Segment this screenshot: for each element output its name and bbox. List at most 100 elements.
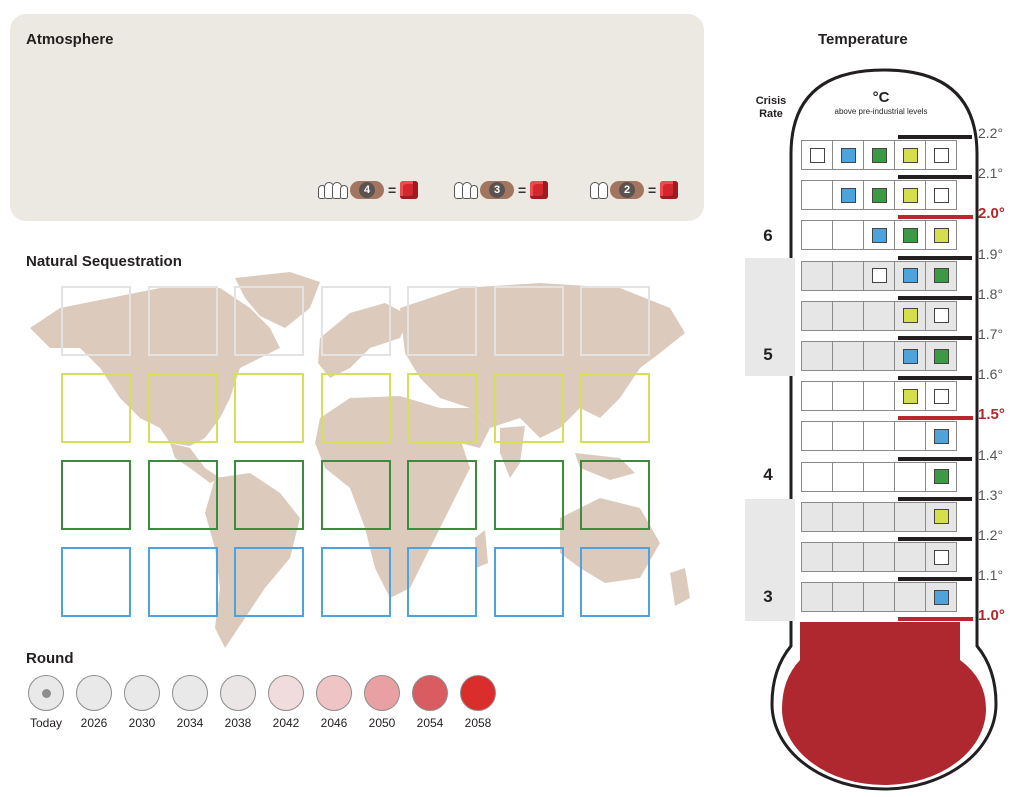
temperature-slot[interactable] xyxy=(894,300,926,331)
temperature-slot[interactable] xyxy=(925,260,957,291)
temperature-slot[interactable] xyxy=(894,260,926,291)
temperature-slot[interactable] xyxy=(925,582,957,613)
temperature-slot[interactable] xyxy=(801,180,833,211)
temperature-slot[interactable] xyxy=(832,501,864,532)
temperature-slot[interactable] xyxy=(832,341,864,371)
temperature-slot[interactable] xyxy=(832,220,864,251)
temperature-slot[interactable] xyxy=(863,260,895,291)
round-space[interactable]: 2054 xyxy=(408,675,452,730)
temperature-slot[interactable] xyxy=(894,180,926,211)
sequestration-slot-white[interactable] xyxy=(320,286,391,356)
round-space[interactable]: 2058 xyxy=(456,675,500,730)
temperature-slot[interactable] xyxy=(863,180,895,211)
cube-icon xyxy=(933,348,949,364)
temperature-row xyxy=(801,461,961,492)
temperature-slot[interactable] xyxy=(832,421,864,452)
sequestration-slot-yellow[interactable] xyxy=(147,373,218,443)
sequestration-slot-white[interactable] xyxy=(61,286,131,356)
round-space[interactable]: 2050 xyxy=(360,675,404,730)
round-space[interactable]: 2030 xyxy=(120,675,164,730)
sequestration-slot-yellow[interactable] xyxy=(580,373,650,443)
temperature-slot[interactable] xyxy=(863,501,895,532)
temperature-slot[interactable] xyxy=(863,421,895,452)
sequestration-slot-blue[interactable] xyxy=(234,547,304,617)
temperature-slot[interactable] xyxy=(894,501,926,532)
temperature-slot[interactable] xyxy=(801,501,833,532)
sequestration-slot-blue[interactable] xyxy=(580,547,650,617)
sequestration-slot-yellow[interactable] xyxy=(493,373,564,443)
temperature-slot[interactable] xyxy=(801,140,833,170)
temperature-slot[interactable] xyxy=(925,300,957,331)
temperature-slot[interactable] xyxy=(801,260,833,291)
temperature-slot[interactable] xyxy=(894,461,926,492)
temperature-slot[interactable] xyxy=(832,140,864,170)
temperature-slot[interactable] xyxy=(925,421,957,452)
sequestration-slot-green[interactable] xyxy=(234,460,304,530)
sequestration-slot-blue[interactable] xyxy=(147,547,218,617)
temperature-slot[interactable] xyxy=(894,220,926,251)
temperature-slot[interactable] xyxy=(925,140,957,170)
sequestration-slot-green[interactable] xyxy=(580,460,650,530)
sequestration-slot-green[interactable] xyxy=(61,460,131,530)
round-space[interactable]: 2042 xyxy=(264,675,308,730)
temperature-slot[interactable] xyxy=(863,140,895,170)
sequestration-slot-white[interactable] xyxy=(234,286,304,356)
temperature-slot[interactable] xyxy=(801,220,833,251)
temperature-slot[interactable] xyxy=(894,582,926,613)
sequestration-slot-green[interactable] xyxy=(320,460,391,530)
temperature-slot[interactable] xyxy=(832,542,864,572)
temperature-slot[interactable] xyxy=(832,300,864,331)
temperature-slot[interactable] xyxy=(863,341,895,371)
sequestration-slot-yellow[interactable] xyxy=(320,373,391,443)
sequestration-slot-white[interactable] xyxy=(580,286,650,356)
temperature-slot[interactable] xyxy=(925,341,957,371)
temperature-slot[interactable] xyxy=(925,381,957,412)
temperature-slot[interactable] xyxy=(801,461,833,492)
temperature-slot[interactable] xyxy=(925,220,957,251)
temperature-slot[interactable] xyxy=(801,542,833,572)
sequestration-slot-green[interactable] xyxy=(147,460,218,530)
temperature-slot[interactable] xyxy=(894,421,926,452)
temperature-slot[interactable] xyxy=(863,381,895,412)
sequestration-slot-yellow[interactable] xyxy=(234,373,304,443)
sequestration-slot-white[interactable] xyxy=(407,286,477,356)
temperature-slot[interactable] xyxy=(832,260,864,291)
sequestration-slot-blue[interactable] xyxy=(320,547,391,617)
temperature-slot[interactable] xyxy=(801,341,833,371)
temperature-slot[interactable] xyxy=(863,461,895,492)
temperature-slot[interactable] xyxy=(801,300,833,331)
temperature-slot[interactable] xyxy=(801,381,833,412)
sequestration-slot-yellow[interactable] xyxy=(407,373,477,443)
sequestration-slot-blue[interactable] xyxy=(61,547,131,617)
temperature-slot[interactable] xyxy=(894,341,926,371)
sequestration-slot-blue[interactable] xyxy=(407,547,477,617)
temperature-slot[interactable] xyxy=(832,582,864,613)
temperature-slot[interactable] xyxy=(925,180,957,211)
temperature-slot[interactable] xyxy=(863,220,895,251)
sequestration-slot-white[interactable] xyxy=(493,286,564,356)
temperature-slot[interactable] xyxy=(863,582,895,613)
temperature-slot[interactable] xyxy=(894,542,926,572)
temperature-slot[interactable] xyxy=(894,140,926,170)
sequestration-slot-white[interactable] xyxy=(147,286,218,356)
temperature-slot[interactable] xyxy=(801,421,833,452)
sequestration-slot-green[interactable] xyxy=(407,460,477,530)
round-space[interactable]: Today xyxy=(24,675,68,730)
round-space[interactable]: 2038 xyxy=(216,675,260,730)
temperature-slot[interactable] xyxy=(925,542,957,572)
sequestration-slot-green[interactable] xyxy=(493,460,564,530)
temperature-slot[interactable] xyxy=(801,582,833,613)
temperature-slot[interactable] xyxy=(894,381,926,412)
round-space[interactable]: 2046 xyxy=(312,675,356,730)
temperature-slot[interactable] xyxy=(863,542,895,572)
temperature-slot[interactable] xyxy=(925,461,957,492)
sequestration-slot-yellow[interactable] xyxy=(61,373,131,443)
temperature-slot[interactable] xyxy=(925,501,957,532)
temperature-slot[interactable] xyxy=(832,180,864,211)
temperature-slot[interactable] xyxy=(832,381,864,412)
temperature-slot[interactable] xyxy=(832,461,864,492)
temperature-slot[interactable] xyxy=(863,300,895,331)
sequestration-slot-blue[interactable] xyxy=(493,547,564,617)
round-space[interactable]: 2034 xyxy=(168,675,212,730)
round-space[interactable]: 2026 xyxy=(72,675,116,730)
